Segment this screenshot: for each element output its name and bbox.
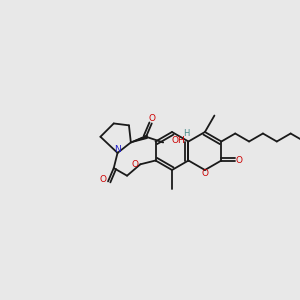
Polygon shape <box>131 135 147 142</box>
Text: H: H <box>183 129 190 138</box>
Text: O: O <box>201 169 208 178</box>
Text: N: N <box>114 146 121 154</box>
Text: O: O <box>148 114 155 123</box>
Text: O: O <box>132 160 139 169</box>
Text: OH: OH <box>171 136 185 145</box>
Text: O: O <box>100 175 106 184</box>
Text: O: O <box>235 156 242 165</box>
